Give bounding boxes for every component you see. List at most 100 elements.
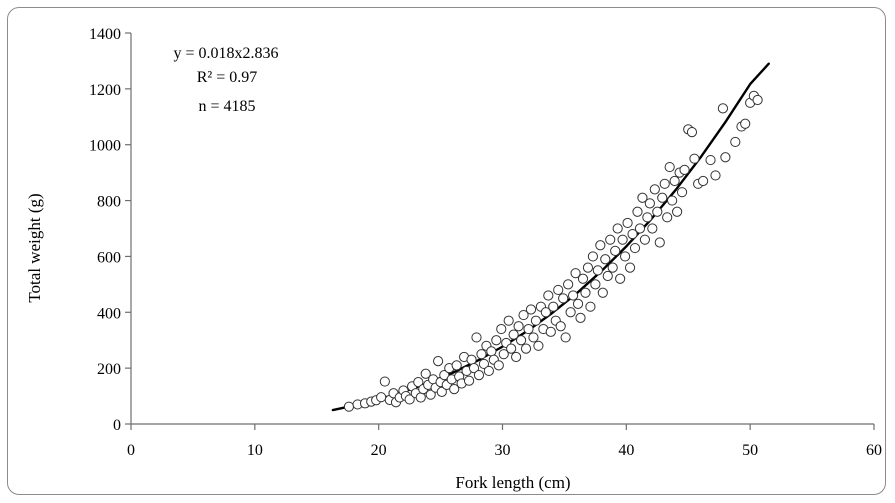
scatter-point bbox=[634, 223, 646, 234]
scatter-point bbox=[657, 192, 668, 203]
y-tick-label: 0 bbox=[113, 417, 121, 434]
scatter-point bbox=[710, 170, 721, 181]
scatter-point bbox=[491, 335, 502, 346]
y-tick-label: 400 bbox=[97, 305, 121, 322]
scatter-point bbox=[667, 195, 678, 206]
scatter-point bbox=[376, 392, 387, 403]
scatter-point bbox=[466, 354, 477, 365]
scatter-point bbox=[563, 279, 574, 290]
scatter-point bbox=[582, 262, 594, 273]
scatter-point bbox=[468, 363, 480, 374]
scatter-point bbox=[503, 315, 514, 326]
scatter-point bbox=[543, 290, 554, 301]
scatter-point bbox=[686, 127, 698, 138]
scatter-point bbox=[669, 175, 680, 187]
scatter-point bbox=[548, 301, 559, 312]
x-tick-label: 30 bbox=[495, 442, 511, 459]
scatter-point bbox=[595, 240, 606, 251]
y-tick-label: 600 bbox=[97, 249, 121, 266]
scatter-point bbox=[518, 309, 529, 321]
scatter-point bbox=[533, 340, 544, 351]
scatter-point bbox=[600, 254, 611, 265]
scatter-point bbox=[597, 287, 608, 298]
x-tick-label: 0 bbox=[127, 442, 135, 459]
scatter-point bbox=[523, 323, 534, 335]
scatter-point bbox=[590, 279, 601, 290]
scatter-point bbox=[476, 349, 487, 360]
scatter-point bbox=[652, 206, 663, 217]
scatter-point bbox=[436, 386, 447, 397]
x-tick-label: 60 bbox=[866, 442, 882, 459]
scatter-point bbox=[676, 187, 688, 198]
scatter-point bbox=[619, 251, 631, 262]
scatter-point bbox=[622, 217, 633, 229]
scatter-point bbox=[379, 376, 390, 387]
scatter-point bbox=[617, 234, 628, 245]
scatter-point bbox=[513, 321, 524, 332]
scatter-point bbox=[720, 152, 731, 163]
y-tick-label: 800 bbox=[97, 194, 121, 211]
scatter-point bbox=[528, 332, 539, 343]
scatter-point bbox=[555, 321, 566, 332]
scatter-point bbox=[420, 368, 431, 379]
scatter-point bbox=[629, 242, 641, 254]
x-axis-title: Fork length (cm) bbox=[455, 473, 570, 492]
y-tick-label: 1000 bbox=[89, 138, 121, 155]
scatter-point bbox=[493, 360, 504, 371]
scatter-point bbox=[689, 153, 700, 164]
scatter-point bbox=[662, 212, 673, 223]
scatter-point bbox=[717, 103, 729, 114]
scatter-point bbox=[730, 136, 741, 148]
scatter-point bbox=[637, 192, 648, 203]
equation-annotation: y = 0.018x2.836 bbox=[173, 45, 278, 62]
scatter-point bbox=[664, 161, 675, 173]
scatter-point bbox=[483, 365, 494, 377]
chart-frame bbox=[7, 7, 886, 495]
scatter-point bbox=[471, 332, 482, 343]
scatter-point bbox=[570, 268, 581, 279]
scatter-point bbox=[642, 212, 653, 223]
scatter-point bbox=[654, 237, 665, 248]
scatter-point bbox=[575, 312, 586, 323]
fitted-curve-line bbox=[331, 62, 770, 412]
scatter-point bbox=[639, 234, 651, 245]
scatter-point bbox=[415, 392, 426, 403]
scatter-point bbox=[496, 323, 507, 335]
scatter-point bbox=[463, 375, 475, 386]
scatter-point bbox=[525, 304, 537, 315]
scatter-point bbox=[433, 356, 444, 367]
scatter-point bbox=[558, 293, 569, 304]
scatter-point bbox=[679, 164, 690, 175]
scatter-point bbox=[752, 94, 763, 106]
scatter-point bbox=[627, 228, 638, 240]
scatter-point bbox=[540, 307, 551, 318]
sample-size-annotation: n = 4185 bbox=[198, 98, 255, 115]
scatter-point bbox=[672, 206, 683, 217]
scatter-point bbox=[545, 326, 556, 337]
x-tick-label: 10 bbox=[247, 442, 263, 459]
scatter-point bbox=[577, 273, 589, 284]
scatter-point bbox=[473, 370, 485, 381]
scatter-point bbox=[511, 351, 522, 363]
scatter-point bbox=[553, 284, 564, 296]
r-squared-annotation: R² = 0.97 bbox=[197, 69, 258, 86]
scatter-point bbox=[698, 175, 709, 187]
scatter-point bbox=[705, 154, 716, 166]
scatter-point bbox=[580, 287, 591, 298]
scatter-point bbox=[585, 301, 596, 312]
x-tick-label: 40 bbox=[618, 442, 634, 459]
y-tick-label: 1400 bbox=[89, 26, 121, 43]
scatter-point bbox=[592, 265, 603, 276]
y-tick-label: 200 bbox=[97, 361, 121, 378]
scatter-point bbox=[506, 343, 517, 354]
scatter-point bbox=[498, 349, 509, 360]
scatter-point bbox=[425, 389, 436, 400]
scatter-point bbox=[587, 251, 598, 262]
scatter-point bbox=[624, 262, 636, 273]
scatter-point bbox=[632, 206, 643, 217]
scatter-point bbox=[572, 298, 584, 310]
scatter-point bbox=[740, 118, 751, 129]
scatter-point bbox=[343, 401, 355, 412]
scatter-point bbox=[615, 273, 626, 284]
